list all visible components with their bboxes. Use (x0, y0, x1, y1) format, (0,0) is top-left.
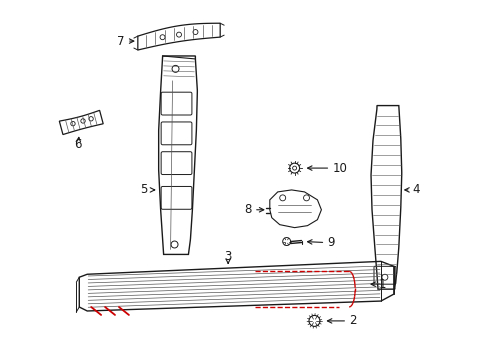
Text: 1: 1 (378, 278, 386, 291)
Text: 6: 6 (74, 138, 82, 151)
Text: 5: 5 (140, 184, 147, 197)
Text: 7: 7 (117, 35, 124, 48)
Text: 10: 10 (332, 162, 346, 175)
Text: 9: 9 (326, 236, 334, 249)
Text: 4: 4 (412, 184, 419, 197)
Text: 8: 8 (244, 203, 251, 216)
Text: 2: 2 (348, 314, 356, 327)
Text: 3: 3 (224, 250, 231, 263)
